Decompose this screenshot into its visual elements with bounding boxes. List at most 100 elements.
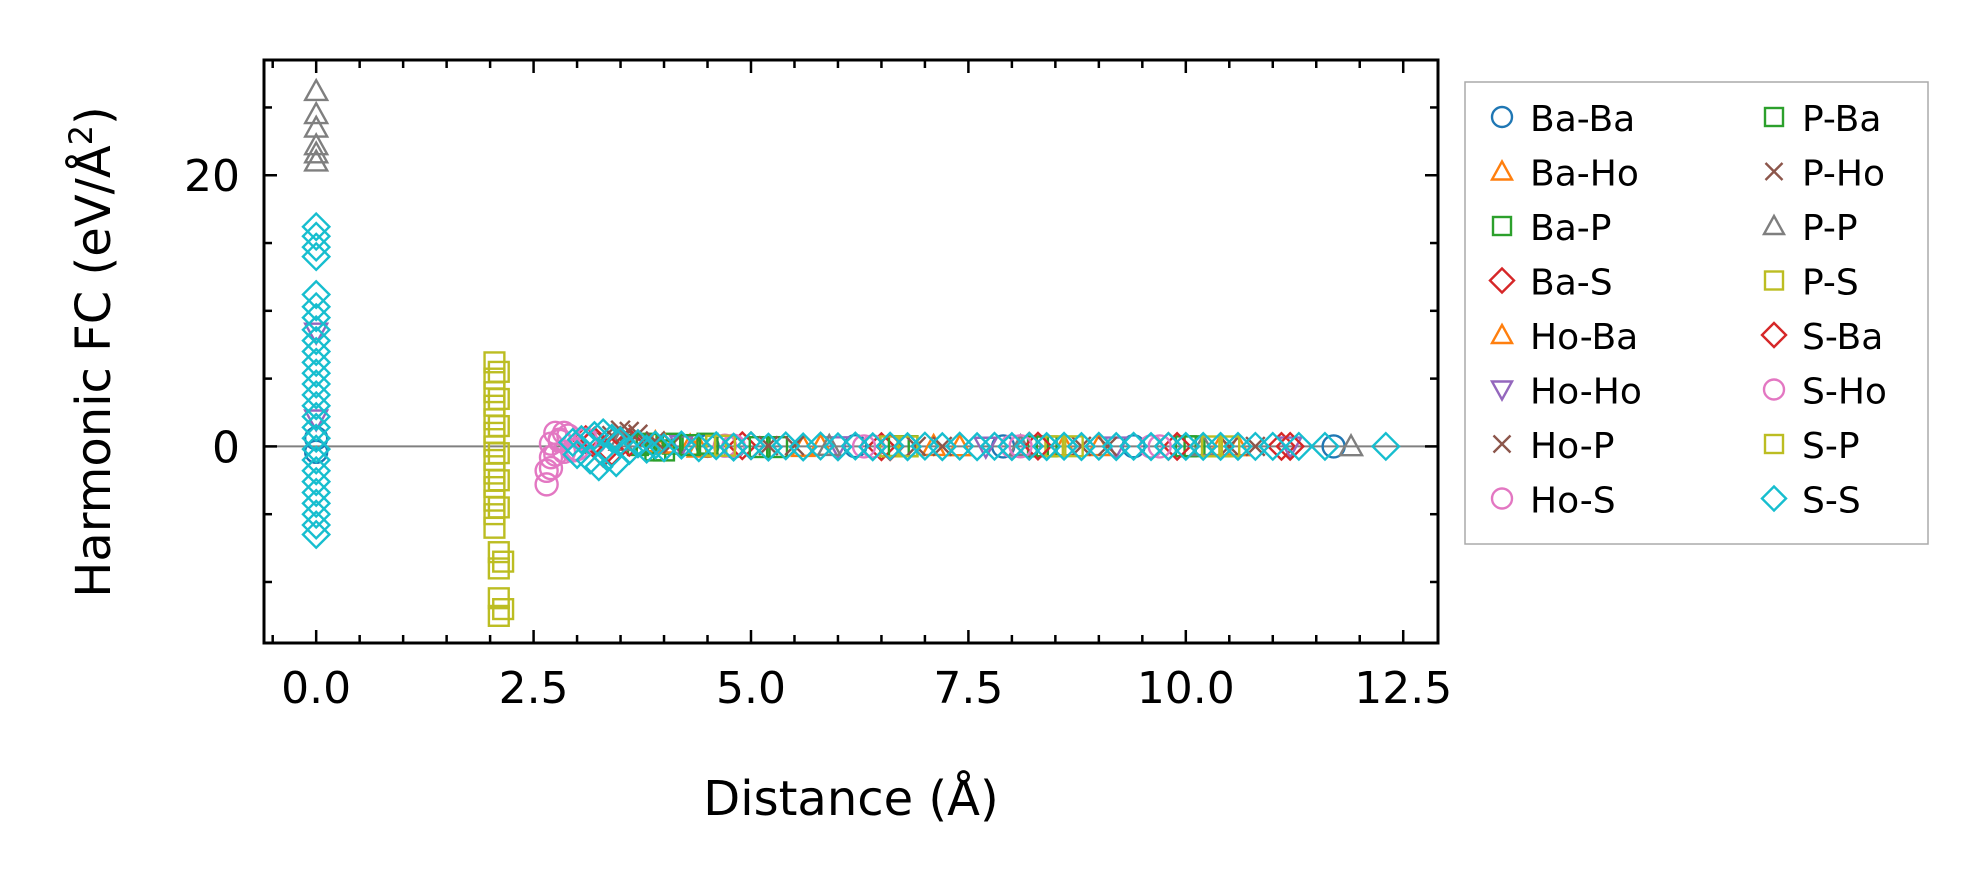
data-point: [588, 417, 619, 448]
data-point: [614, 427, 645, 458]
data-point: [303, 426, 329, 451]
data-point: [1174, 435, 1197, 458]
legend-item: P-Ho: [1764, 154, 1885, 195]
legend-marker: [1763, 106, 1785, 128]
data-point: [492, 550, 515, 573]
data-point: [301, 302, 332, 333]
data-point: [301, 291, 332, 322]
data-point: [487, 442, 510, 465]
legend-item: S-Ba: [1760, 317, 1883, 358]
data-point: [301, 466, 332, 497]
x-tick-label: 12.5: [1354, 663, 1452, 714]
data-point: [592, 442, 623, 473]
legend-item: Ba-S: [1488, 263, 1613, 304]
data-point: [1162, 431, 1193, 462]
data-point: [1008, 434, 1033, 459]
data-point: [649, 432, 679, 463]
legend-marker: [1760, 321, 1788, 349]
data-point: [1097, 436, 1118, 457]
data-point: [301, 488, 332, 519]
data-point: [896, 435, 919, 458]
y-tick-label: 0: [212, 422, 240, 473]
data-point: [1257, 431, 1288, 462]
data-point: [1138, 434, 1164, 459]
data-point: [860, 434, 885, 459]
data-point: [866, 431, 897, 462]
data-point: [1026, 435, 1050, 458]
data-point: [303, 77, 330, 102]
data-point: [566, 424, 597, 455]
legend-marker: [1764, 162, 1784, 181]
data-point: [487, 387, 510, 411]
data-point: [487, 414, 510, 438]
data-point: [301, 379, 332, 410]
plot-frame: [262, 58, 1440, 645]
data-point: [301, 423, 332, 454]
data-point: [301, 455, 332, 486]
legend: Ba-Ba Ba-Ho Ba-P Ba-S Ho-Ba Ho-Ho Ho-P Ho-S P-Ba…: [1464, 81, 1929, 545]
data-point: [1147, 434, 1172, 459]
legend-marker: [1489, 159, 1515, 181]
legend-label: Ho-S: [1530, 481, 1616, 522]
legend-item: S-S: [1760, 481, 1861, 522]
data-point: [301, 434, 332, 465]
data-point: [487, 469, 510, 492]
data-point: [301, 445, 332, 475]
data-point: [301, 325, 332, 356]
data-point: [303, 131, 330, 156]
data-point: [1310, 431, 1340, 462]
legend-marker: [1760, 484, 1788, 513]
legend-marker: [1490, 487, 1514, 510]
legend-label: S-Ho: [1802, 372, 1887, 413]
legend-item: S-P: [1763, 426, 1860, 467]
legend-marker: [1492, 434, 1512, 454]
data-point: [301, 369, 332, 399]
series-s-p: [487, 360, 1241, 621]
legend-label: Ba-Ho: [1530, 154, 1639, 195]
data-point: [1218, 435, 1241, 458]
data-point: [575, 445, 606, 475]
data-point: [303, 100, 330, 125]
legend-label: P-Ba: [1802, 99, 1881, 140]
data-point: [487, 557, 510, 580]
x-tick-label: 5.0: [716, 663, 786, 714]
tick-labels: 0.0 2.5 5.0 7.5 10.0 12.5 0 20: [184, 151, 1452, 714]
data-point: [879, 435, 902, 458]
legend-item: Ho-P: [1492, 426, 1614, 467]
data-point: [303, 140, 330, 164]
data-point: [301, 499, 332, 530]
data-point: [301, 221, 332, 252]
y-axis-label-superscript: 2: [62, 125, 100, 145]
legend-label: Ho-P: [1530, 426, 1614, 467]
legend-marker: [1491, 215, 1513, 237]
legend-item: Ba-Ho: [1489, 154, 1639, 195]
data-point: [301, 347, 332, 378]
legend-label: Ho-Ho: [1530, 372, 1642, 413]
data-point: [534, 472, 559, 497]
legend-label: P-Ho: [1802, 154, 1885, 195]
data-point: [972, 436, 999, 461]
legend-label: S-S: [1802, 481, 1861, 522]
legend-marker: [1763, 270, 1785, 291]
data-points: [301, 77, 1401, 627]
data-point: [487, 604, 510, 627]
data-point: [579, 426, 610, 456]
data-point: [816, 432, 843, 457]
legend-marker: [1762, 378, 1786, 401]
data-point: [303, 148, 330, 172]
x-axis-label: Distance (Å): [703, 770, 998, 827]
legend-items: Ba-Ba Ba-Ho Ba-P Ba-S Ho-Ba Ho-Ho Ho-P Ho-S P-Ba…: [1488, 99, 1887, 522]
legend-item: P-Ba: [1763, 99, 1881, 140]
data-point: [483, 503, 506, 526]
x-tick-label: 0.0: [281, 663, 351, 714]
legend-frame: [1464, 81, 1929, 545]
legend-item: P-P: [1761, 208, 1858, 249]
data-point: [301, 519, 332, 550]
data-point: [543, 442, 568, 467]
data-point: [301, 390, 332, 421]
data-point: [1219, 436, 1240, 457]
data-point: [301, 232, 332, 262]
data-point: [851, 434, 877, 459]
legend-item: Ho-S: [1490, 481, 1616, 522]
